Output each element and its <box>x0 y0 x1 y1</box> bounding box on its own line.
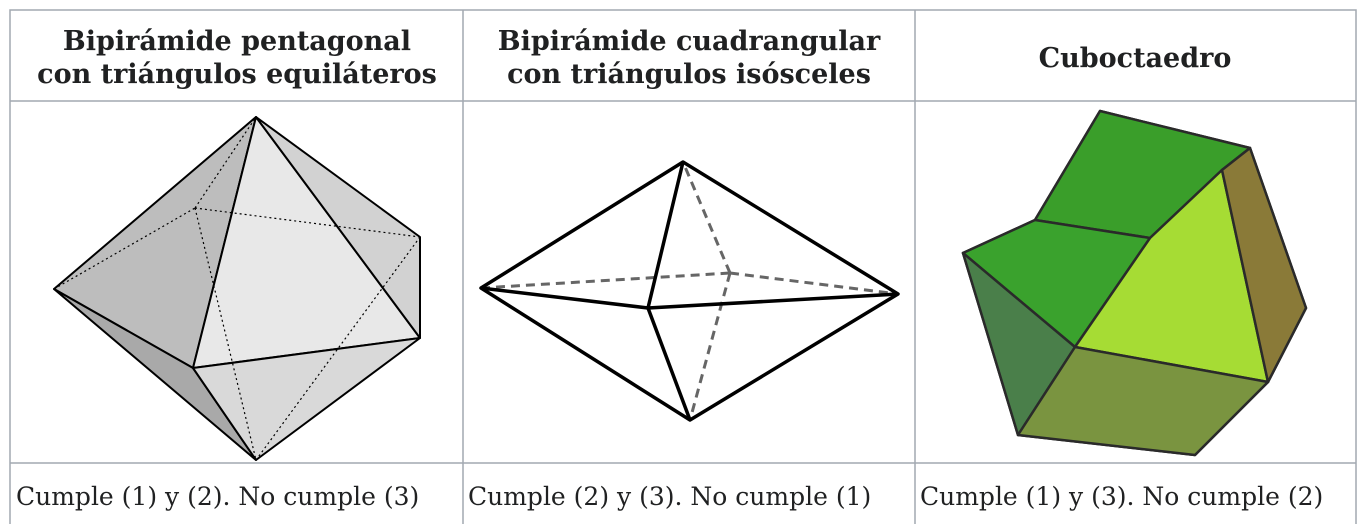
table-grid <box>9 9 1357 524</box>
header-row <box>10 10 1356 101</box>
caption: Cumple (1) y (3). No cumple (2) <box>920 482 1323 511</box>
pentagonal-bipyramid <box>53 116 421 461</box>
header-text: Bipirámide cuadrangular <box>498 26 881 57</box>
caption: Cumple (2) y (3). No cumple (1) <box>468 482 871 511</box>
header-text: con triángulos isósceles <box>507 59 871 90</box>
header-text: con triángulos equiláteros <box>37 59 437 90</box>
square-bipyramid <box>479 160 900 422</box>
caption: Cumple (1) y (2). No cumple (3) <box>16 482 419 511</box>
header-text: Cuboctaedro <box>1039 43 1232 74</box>
cuboctahedron <box>961 109 1308 457</box>
header-text: Bipirámide pentagonal <box>63 26 411 57</box>
